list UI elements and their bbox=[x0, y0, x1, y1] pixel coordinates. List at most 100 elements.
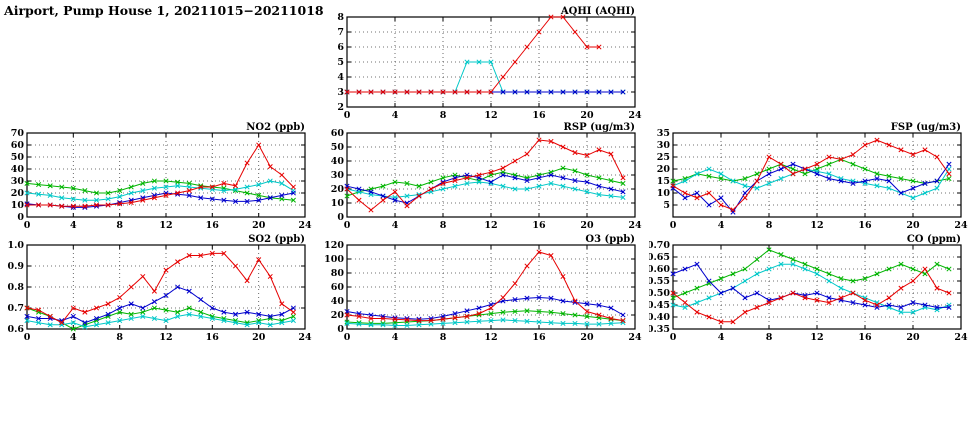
svg-text:24: 24 bbox=[954, 332, 968, 342]
svg-text:12: 12 bbox=[484, 110, 497, 120]
svg-text:10: 10 bbox=[11, 200, 25, 211]
svg-text:50: 50 bbox=[331, 142, 345, 153]
svg-text:4: 4 bbox=[718, 332, 725, 342]
svg-text:20: 20 bbox=[331, 310, 345, 321]
svg-text:16: 16 bbox=[206, 220, 220, 230]
chart-fsp: FSP (ug/m3) 0 4 8 12 16 20 24 5 10 15 20 25 30 35 bbox=[649, 122, 971, 230]
svg-text:30: 30 bbox=[657, 140, 671, 151]
chart-rsp: RSP (ug/m3) 0 4 8 12 16 20 24 0 10 20 30 40 50 60 bbox=[323, 122, 645, 230]
svg-text:24: 24 bbox=[628, 110, 642, 120]
page-title: Airport, Pump House 1, 20211015−20211018 bbox=[4, 3, 324, 18]
svg-text:8: 8 bbox=[116, 220, 123, 230]
svg-text:70: 70 bbox=[11, 128, 25, 139]
svg-text:0: 0 bbox=[344, 332, 351, 342]
svg-text:24: 24 bbox=[628, 332, 642, 342]
svg-text:50: 50 bbox=[11, 152, 25, 163]
svg-text:12: 12 bbox=[810, 332, 823, 342]
svg-text:0: 0 bbox=[24, 332, 31, 342]
svg-text:12: 12 bbox=[810, 220, 823, 230]
svg-text:16: 16 bbox=[532, 332, 546, 342]
svg-text:6: 6 bbox=[337, 42, 344, 53]
svg-text:35: 35 bbox=[657, 128, 670, 139]
svg-text:0.7: 0.7 bbox=[7, 303, 24, 314]
svg-text:20: 20 bbox=[906, 332, 920, 342]
svg-text:8: 8 bbox=[116, 332, 123, 342]
svg-text:5: 5 bbox=[663, 200, 670, 211]
svg-text:4: 4 bbox=[337, 72, 344, 83]
svg-text:8: 8 bbox=[440, 110, 447, 120]
svg-text:0: 0 bbox=[17, 212, 24, 223]
svg-text:2: 2 bbox=[337, 102, 344, 113]
svg-text:30: 30 bbox=[331, 170, 345, 181]
svg-text:40: 40 bbox=[331, 156, 345, 167]
chart-title-no2: NO2 (ppb) bbox=[246, 122, 305, 133]
svg-text:8: 8 bbox=[766, 220, 773, 230]
svg-text:80: 80 bbox=[331, 268, 345, 279]
svg-text:0: 0 bbox=[670, 220, 677, 230]
svg-text:8: 8 bbox=[337, 12, 344, 23]
svg-text:0.35: 0.35 bbox=[649, 324, 670, 335]
chart-aqhi: AQHI (AQHI) 0 4 8 12 16 20 24 2 3 4 5 6 7 8 bbox=[323, 6, 645, 120]
svg-text:10: 10 bbox=[657, 188, 671, 199]
svg-text:30: 30 bbox=[11, 176, 25, 187]
svg-text:0.70: 0.70 bbox=[649, 240, 670, 251]
chart-title-o3: O3 (ppb) bbox=[585, 234, 635, 245]
svg-text:60: 60 bbox=[11, 140, 25, 151]
svg-text:12: 12 bbox=[484, 332, 497, 342]
svg-text:0: 0 bbox=[670, 332, 677, 342]
svg-text:20: 20 bbox=[11, 188, 25, 199]
chart-title-aqhi: AQHI (AQHI) bbox=[560, 6, 635, 17]
svg-text:16: 16 bbox=[206, 332, 220, 342]
svg-text:0.6: 0.6 bbox=[7, 324, 24, 335]
chart-so2: SO2 (ppb) 0 4 8 12 16 20 24 0.6 0.7 0.8 0.9 1.0 bbox=[3, 234, 315, 342]
svg-text:24: 24 bbox=[954, 220, 968, 230]
svg-text:0: 0 bbox=[337, 212, 344, 223]
svg-text:20: 20 bbox=[252, 332, 266, 342]
chart-no2: NO2 (ppb) 0 4 8 12 16 20 24 0 10 20 30 40 50 60 70 bbox=[3, 122, 315, 230]
svg-text:12: 12 bbox=[484, 220, 497, 230]
svg-text:24: 24 bbox=[628, 220, 642, 230]
svg-text:100: 100 bbox=[324, 254, 344, 265]
svg-text:10: 10 bbox=[331, 198, 345, 209]
svg-text:7: 7 bbox=[337, 27, 344, 38]
svg-text:20: 20 bbox=[906, 220, 920, 230]
svg-text:0.55: 0.55 bbox=[649, 276, 670, 287]
svg-text:0: 0 bbox=[344, 110, 351, 120]
chart-co: CO (ppm) 0 4 8 12 16 20 24 0.35 0.40 0.45 0.50 0.55… bbox=[649, 234, 971, 342]
svg-text:4: 4 bbox=[70, 220, 77, 230]
svg-text:60: 60 bbox=[331, 282, 345, 293]
chart-title-fsp: FSP (ug/m3) bbox=[890, 122, 961, 133]
svg-text:24: 24 bbox=[298, 332, 312, 342]
svg-text:20: 20 bbox=[252, 220, 266, 230]
svg-text:0: 0 bbox=[24, 220, 31, 230]
svg-text:1.0: 1.0 bbox=[7, 240, 24, 251]
svg-text:0.8: 0.8 bbox=[7, 282, 24, 293]
svg-text:0.45: 0.45 bbox=[649, 300, 670, 311]
svg-text:12: 12 bbox=[159, 220, 172, 230]
chart-o3: O3 (ppb) 0 4 8 12 16 20 24 0 20 40 60 80 100 120 bbox=[323, 234, 645, 342]
svg-text:40: 40 bbox=[331, 296, 345, 307]
svg-text:8: 8 bbox=[440, 332, 447, 342]
svg-text:0: 0 bbox=[337, 324, 344, 335]
svg-text:0.9: 0.9 bbox=[7, 261, 24, 272]
chart-title-rsp: RSP (ug/m3) bbox=[563, 122, 635, 133]
svg-text:24: 24 bbox=[298, 220, 312, 230]
svg-text:25: 25 bbox=[657, 152, 670, 163]
svg-text:4: 4 bbox=[392, 110, 399, 120]
svg-text:40: 40 bbox=[11, 164, 25, 175]
svg-text:120: 120 bbox=[324, 240, 344, 251]
svg-text:0.50: 0.50 bbox=[649, 288, 670, 299]
svg-text:4: 4 bbox=[392, 332, 399, 342]
svg-text:0.40: 0.40 bbox=[649, 312, 670, 323]
svg-text:5: 5 bbox=[337, 57, 344, 68]
svg-text:0.60: 0.60 bbox=[649, 264, 670, 275]
svg-text:4: 4 bbox=[70, 332, 77, 342]
svg-text:3: 3 bbox=[337, 87, 344, 98]
svg-text:60: 60 bbox=[331, 128, 345, 139]
svg-text:4: 4 bbox=[392, 220, 399, 230]
svg-text:8: 8 bbox=[766, 332, 773, 342]
chart-title-so2: SO2 (ppb) bbox=[248, 234, 305, 245]
svg-text:16: 16 bbox=[532, 110, 546, 120]
svg-text:16: 16 bbox=[858, 332, 872, 342]
